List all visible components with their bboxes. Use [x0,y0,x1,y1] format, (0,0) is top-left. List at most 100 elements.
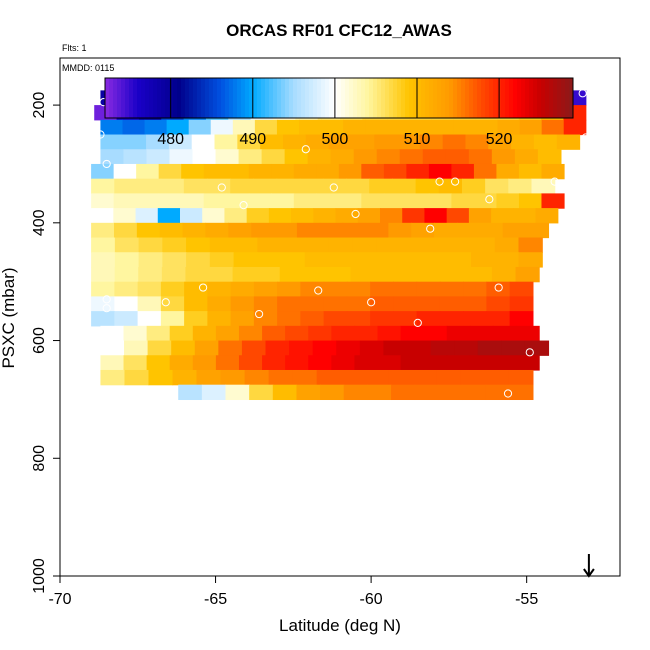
heatmap-cell [331,355,356,371]
heatmap-cell [446,355,471,371]
colorbar-swatch [341,78,346,118]
colorbar-swatch [237,78,242,118]
heatmap-cell [207,296,232,312]
sample-point [177,551,186,560]
colorbar-swatch [465,78,470,118]
x-tick-label: -70 [48,591,71,608]
heatmap-cell [424,208,448,224]
heatmap-cell [421,266,446,283]
heatmap-cell [209,252,235,268]
heatmap-cell [516,325,540,342]
heatmap-cell [123,325,148,342]
heatmap-cell [137,281,162,297]
heatmap-cell [436,369,462,386]
heatmap-cell [377,325,402,342]
colorbar-swatch [125,78,130,118]
heatmap-cell [320,384,345,401]
heatmap-cell [491,266,517,283]
heatmap-cell [346,178,370,194]
heatmap-cell [439,281,464,297]
colorbar-swatch [117,78,122,118]
heatmap-cell [415,178,440,194]
heatmap-cell [439,311,464,327]
heatmap-cell [365,119,388,136]
sample-point [351,209,360,219]
sample-point [426,224,435,233]
colorbar-swatch [349,78,354,118]
heatmap-cell [293,193,317,209]
sample-point [301,145,310,154]
heatmap-cell [284,149,309,165]
heatmap-cell [470,237,496,253]
heatmap-cell [147,340,172,356]
colorbar-swatch [245,78,250,118]
heatmap-cell [469,325,494,342]
heatmap-cell [361,193,385,209]
heatmap-cell [316,369,342,386]
heatmap-cell [138,237,163,253]
heatmap-cell [271,193,295,209]
heatmap-cell [393,311,418,327]
heatmap-cell [209,266,234,283]
heatmap-cell [446,208,470,224]
heatmap-cell [442,134,467,150]
colorbar-swatch [217,78,222,118]
heatmap-cell [183,178,208,194]
sample-point [329,183,338,192]
colorbar-swatch [273,78,278,118]
heatmap-cell [365,222,389,239]
heatmap-cell [91,222,115,239]
heatmap-cell [496,163,520,180]
colorbar-swatch [369,78,374,118]
colorbar-swatch [365,78,370,118]
heatmap-cell [254,119,278,136]
heatmap-cell [123,149,148,165]
heatmap-cell [524,340,550,356]
plot-frame [59,57,621,577]
heatmap-cell [434,222,458,239]
sample-point [516,566,525,575]
heatmap-cell [159,222,184,239]
colorbar-swatch [505,78,510,118]
heatmap-cell [137,311,162,327]
heatmap-cell [192,325,217,342]
heatmap-cell [299,178,324,194]
heatmap-cell [391,384,416,401]
colorbar-swatch [393,78,398,118]
sample-point [270,451,279,460]
colorbar-swatch [389,78,394,118]
sample-point [578,89,587,98]
colorbar-swatch [437,78,442,118]
heatmap-cell [509,311,534,327]
heatmap-cell [515,266,540,283]
heatmap-cell [244,369,270,386]
colorbar-swatch [249,78,254,118]
heatmap-cell [113,222,138,239]
colorbar-gradient [105,78,574,118]
colorbar-swatch [541,78,546,118]
x-tick-label: -55 [515,591,538,608]
heatmap-cell [346,281,371,297]
colorbar-swatch [489,78,494,118]
heatmap-cell [271,163,295,180]
heatmap-cell [461,384,487,401]
heatmap-cell [113,163,137,180]
heatmap-cell [261,149,286,165]
flights-label: Flts: 1 [62,43,87,53]
heatmap-cell [257,252,282,268]
heatmap-cell [281,252,306,268]
colorbar-swatch [257,78,262,118]
heatmap-cell [144,119,168,136]
heatmap-cell [146,149,171,165]
x-tick-label: -65 [204,591,227,608]
colorbar-swatch [121,78,126,118]
heatmap-cell [518,163,543,180]
heatmap-cell [323,311,348,327]
sample-point [503,389,513,398]
colorbar-swatch [501,78,506,118]
colorbar-swatch [269,78,274,118]
heatmap-cell [305,134,330,150]
colorbar-swatch [285,78,290,118]
sample-point [171,439,180,448]
heatmap-cell [346,296,371,312]
